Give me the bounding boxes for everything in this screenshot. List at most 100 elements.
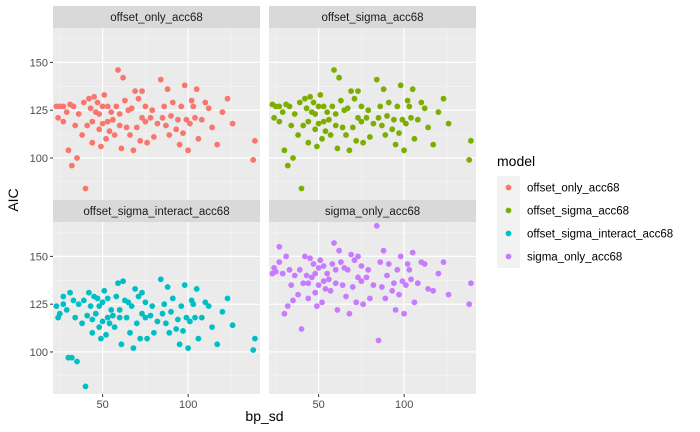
data-point [99,103,106,110]
data-point [82,185,89,192]
facet-strip-label: offset_sigma_acc68 [321,12,423,24]
data-point [399,278,406,285]
data-point [300,122,307,129]
data-point [307,255,313,262]
data-point [224,295,231,302]
data-point [348,251,354,258]
data-point [219,308,226,315]
data-point [166,329,173,336]
data-point [60,301,67,308]
facet-panel: offset_sigma_interact_acc68 100 125 150 50 10… [30,200,260,411]
data-point [130,345,137,351]
data-point [202,99,209,106]
panel-background [53,28,260,200]
data-point [205,303,212,309]
data-point [142,118,149,125]
data-point [214,141,221,148]
data-point [392,141,399,148]
data-point [315,120,322,127]
data-point [314,143,320,150]
data-point [135,95,142,102]
data-point [106,128,113,135]
data-point [349,124,356,131]
data-point [360,301,366,308]
data-point [286,103,293,110]
data-point [91,93,97,100]
data-point [343,132,349,138]
data-point [334,307,341,313]
data-point [355,88,361,94]
data-point [149,303,156,309]
data-point [327,132,334,138]
data-point [80,99,87,106]
data-point [351,257,358,264]
data-point [327,287,334,294]
data-point [116,314,123,321]
data-point [72,122,79,129]
data-point [161,301,168,308]
data-point [332,111,339,117]
legend: model offset_only_acc68 offset_sigma_acc68… [497,153,673,268]
data-point [104,103,111,110]
data-point [322,128,329,135]
data-point [116,111,123,117]
facet-strip [269,200,476,222]
data-point [377,103,384,110]
data-point [344,266,351,273]
data-point [312,270,319,277]
data-point [118,341,125,348]
data-point [324,109,331,115]
data-point [346,310,353,317]
data-point [110,116,116,123]
x-tick-label: 100 [179,399,197,411]
data-point [430,287,437,294]
data-point [298,326,305,332]
data-point [435,109,442,115]
data-point [92,310,99,317]
data-point [370,120,377,127]
data-point [195,335,202,342]
data-point [344,105,351,112]
x-tick-label: 100 [395,399,413,411]
data-point [144,335,151,342]
data-point [445,291,452,298]
data-point [89,118,96,125]
data-point [348,88,354,94]
data-point [187,318,193,325]
data-point [63,109,70,115]
data-point [320,263,327,269]
data-point [466,157,473,163]
data-point [65,147,72,154]
y-axis-title: AIC [5,188,21,211]
data-point [331,240,337,246]
data-point [142,299,149,306]
legend-marker [505,207,512,214]
data-point [115,280,121,287]
data-point [181,82,188,89]
data-point [55,114,61,121]
data-point [137,335,144,342]
data-point [123,124,130,131]
data-point [94,99,101,106]
data-point [314,303,320,309]
data-point [332,122,339,129]
legend-label: offset_only_acc68 [527,183,620,195]
data-point [411,135,418,142]
data-point [295,132,301,138]
legend-marker [505,230,512,237]
data-point [185,147,192,154]
data-point [98,335,104,342]
data-point [334,145,341,152]
data-point [358,103,365,110]
data-point [288,122,295,129]
data-point [173,326,180,332]
data-point [168,308,174,315]
data-point [127,329,133,336]
data-point [445,120,452,127]
data-point [175,316,181,323]
data-point [132,286,139,292]
data-point [84,122,91,129]
data-point [295,291,301,298]
data-point [379,122,385,129]
